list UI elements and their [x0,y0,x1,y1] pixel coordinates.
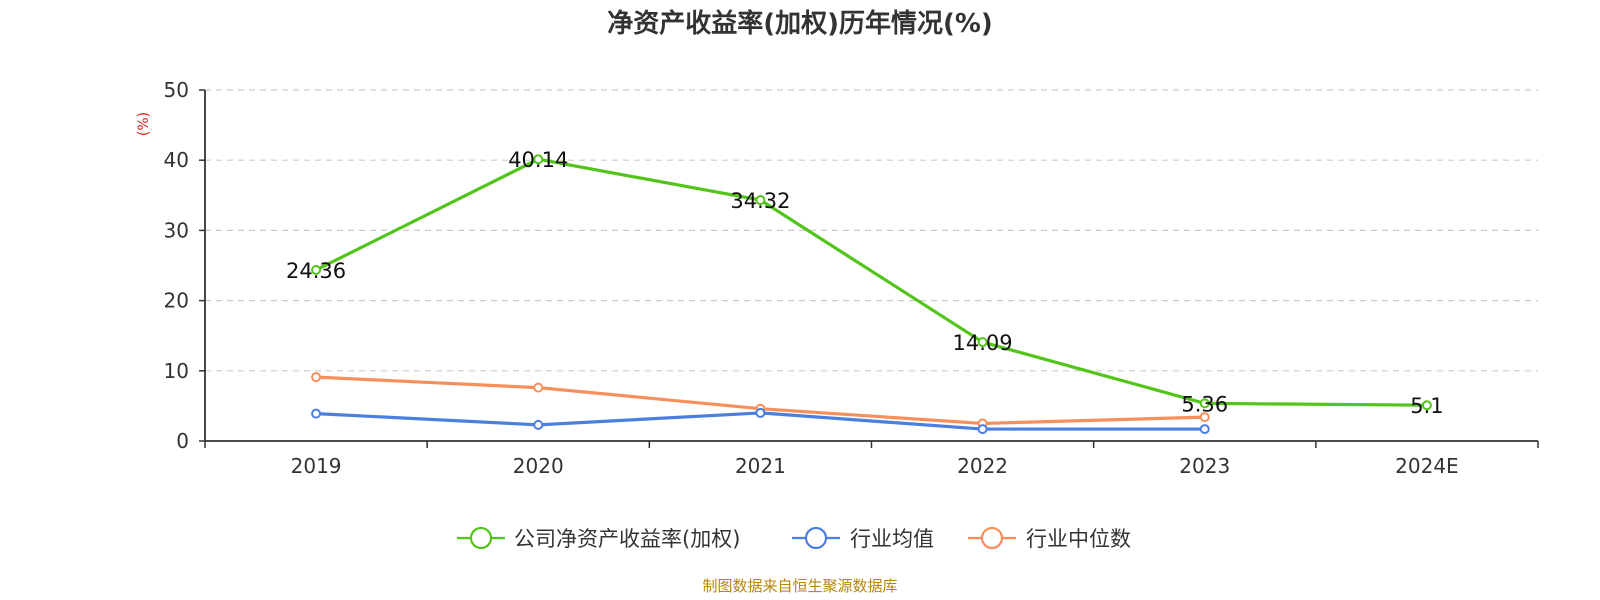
series-line-0 [315,157,1427,407]
data-point [1199,424,1210,435]
legend-marker-icon-1 [804,526,828,550]
y-axis-label: (%) [136,112,152,136]
y-tick-label-0: 0 [176,429,189,453]
data-point [1199,398,1210,409]
data-point [755,195,766,206]
legend-marker-icon-2 [980,526,1004,550]
data-point [311,372,322,383]
y-tick-label-50: 50 [164,78,189,102]
data-point [755,407,766,418]
legend-marker-icon-0 [469,526,493,550]
x-tick-label-2023: 2023 [1179,454,1230,478]
series-lines [311,154,1432,435]
data-point [1199,412,1210,423]
data-labels: 24.36 40.14 34.32 14.09 5.36 5.1 [286,148,1444,418]
x-tick-label-2022: 2022 [957,454,1008,478]
legend-label-2: 行业中位数 [1026,527,1131,551]
data-label-2023: 5.36 [1181,392,1228,416]
x-tick-label-2021: 2021 [735,454,786,478]
data-label-2022: 14.09 [953,331,1013,355]
data-source-note: 制图数据来自恒生聚源数据库 [702,577,897,595]
chart-title: 净资产收益率(加权)历年情况(%) [607,8,993,39]
x-tick-label-2024E: 2024E [1395,454,1459,478]
data-label-2021: 34.32 [730,189,790,213]
data-point [977,424,988,435]
x-tick-label-2019: 2019 [291,454,342,478]
data-label-2024E: 5.1 [1410,394,1443,418]
axes: 0 10 20 30 40 50 2019 2020 2021 2022 2023 2024E [164,78,1539,478]
data-label-2020: 40.14 [508,148,568,172]
data-point [311,408,322,419]
data-label-2019: 24.36 [286,259,346,283]
legend-label-1: 行业均值 [850,527,934,551]
data-point [311,264,322,275]
data-point [533,154,544,165]
grid-lines [205,89,1538,372]
y-tick-label-20: 20 [164,289,189,313]
y-tick-label-10: 10 [164,359,189,383]
data-point [533,382,544,393]
x-tick-label-2020: 2020 [513,454,564,478]
legend: 公司净资产收益率(加权) 行业均值 行业中位数 [457,526,1131,551]
data-point [977,337,988,348]
data-point [1421,400,1432,411]
y-tick-label-40: 40 [164,148,189,172]
legend-label-0: 公司净资产收益率(加权) [514,527,740,551]
y-tick-label-30: 30 [164,218,189,242]
data-point [533,419,544,430]
